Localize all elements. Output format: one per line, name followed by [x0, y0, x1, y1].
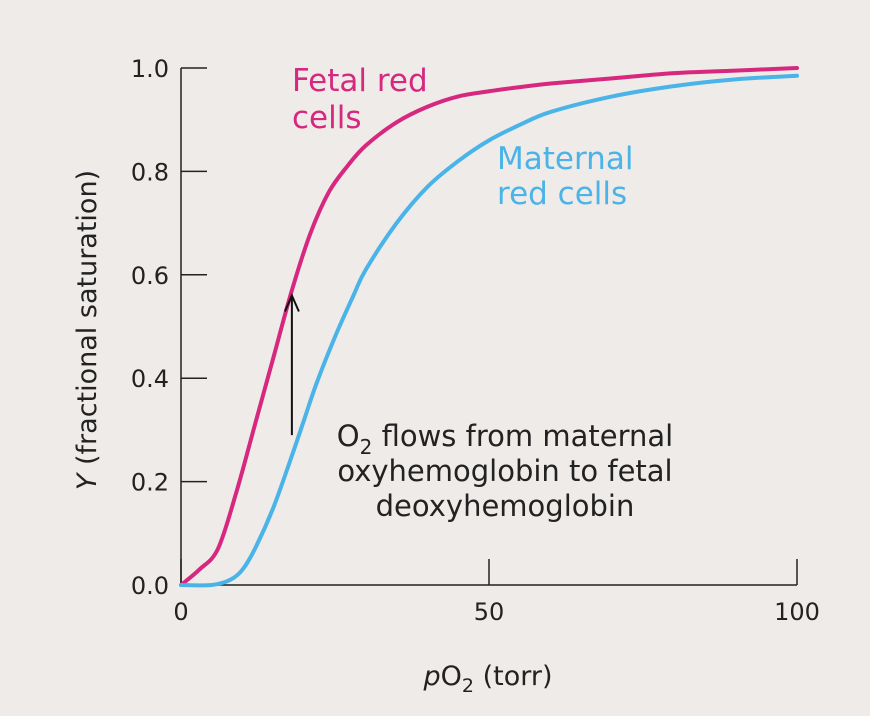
annotation-text-part: flows from maternal — [372, 419, 673, 453]
tick-group: 0.0 0.2 0.4 0.6 0.8 1.0 0 50 100 — [131, 55, 820, 626]
annotation-text-part: O — [337, 419, 360, 453]
fetal-series-label: Fetal red cells — [292, 63, 428, 136]
maternal-curve — [179, 73, 799, 588]
x-tick-label: 0 — [173, 598, 188, 626]
y-tick-label: 1.0 — [131, 55, 169, 83]
annotation-text-sub: 2 — [360, 435, 373, 459]
annotation-text-line: oxyhemoglobin to fetal — [337, 454, 672, 488]
x-axis-label-italic: p — [423, 661, 441, 692]
series-label-line: cells — [292, 100, 362, 136]
series-label-line: red cells — [497, 176, 627, 212]
x-axis-label-sub: 2 — [462, 675, 474, 697]
annotation-text-line: O2 flows from maternal — [337, 419, 673, 459]
y-tick-label: 0.4 — [131, 365, 169, 393]
x-axis-label: pO2 (torr) — [423, 661, 553, 697]
x-tick-label: 100 — [774, 598, 820, 626]
y-tick-label: 0.0 — [131, 572, 169, 600]
series-label-line: Fetal red — [292, 63, 428, 99]
y-tick-label: 0.2 — [131, 469, 169, 497]
y-tick-label: 0.6 — [131, 262, 169, 290]
x-tick-label: 50 — [474, 598, 505, 626]
annotation-text-part: oxyhemoglobin to fetal — [337, 454, 672, 488]
y-axis-label: Y (fractional saturation) — [72, 170, 103, 490]
maternal-series-label: Maternal red cells — [497, 141, 633, 212]
series-label-line: Maternal — [497, 141, 633, 177]
annotation-arrowhead — [283, 292, 300, 312]
annotation-text-line: deoxyhemoglobin — [376, 489, 635, 523]
x-axis-label-rest: (torr) — [474, 661, 552, 692]
y-tick-label: 0.8 — [131, 158, 169, 186]
y-axis-label-rest: (fractional saturation) — [72, 170, 103, 474]
y-axis-label-italic: Y — [72, 471, 103, 490]
annotation-text-part: deoxyhemoglobin — [376, 489, 635, 523]
series-group: Fetal red cells Maternal red cells — [179, 63, 799, 588]
x-axis-label-base: O — [441, 661, 462, 692]
fetal-curve — [179, 66, 799, 587]
